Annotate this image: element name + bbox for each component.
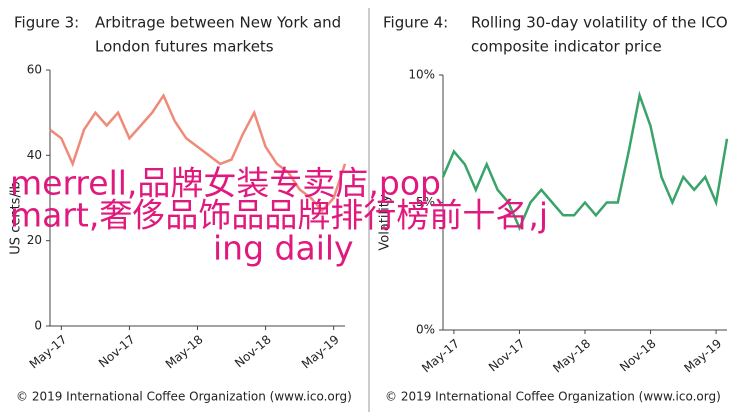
chart-title: Arbitrage between New York and <box>95 14 341 32</box>
y-axis-label: Volatility <box>378 194 393 250</box>
y-tick-label: 20 <box>27 233 42 247</box>
chart-title: London futures markets <box>95 38 274 56</box>
y-tick-label: 40 <box>27 148 42 162</box>
y-tick-label: 60 <box>27 63 42 77</box>
data-line <box>441 90 729 232</box>
y-tick-label: 0% <box>416 323 435 337</box>
figure-label: Figure 3: <box>14 14 79 32</box>
overlay-text: ing daily <box>213 229 354 268</box>
y-tick-label: 10% <box>408 68 435 82</box>
overlay-text: merrell,品牌女装专卖店,pop <box>10 164 441 203</box>
source-note: © 2019 International Coffee Organization… <box>16 390 352 404</box>
source-note: © 2019 International Coffee Organization… <box>385 390 721 404</box>
chart-title: composite indicator price <box>471 38 662 56</box>
overlay-text: mart,奢侈品饰品品牌排行榜前十名,j <box>10 196 548 235</box>
y-tick-label: 5% <box>416 195 435 209</box>
y-axis-label: US cents/lb <box>9 181 24 254</box>
data-line <box>49 93 347 213</box>
figure-label: Figure 4: <box>383 14 448 32</box>
y-tick-label: 0 <box>34 319 42 333</box>
chart-title: Rolling 30-day volatility of the ICO <box>471 14 728 32</box>
